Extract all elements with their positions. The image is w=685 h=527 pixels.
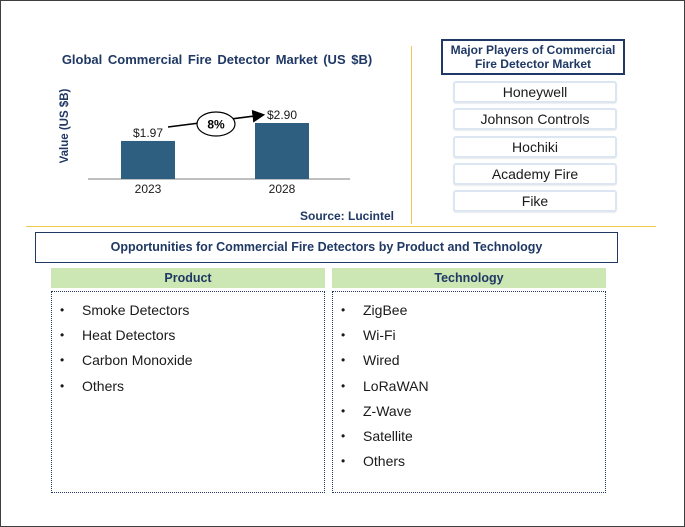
list-item: • Z-Wave <box>333 401 429 426</box>
bar-2028 <box>255 123 309 179</box>
list-item: • Heat Detectors <box>52 325 193 350</box>
y-axis-label: Value (US $B) <box>59 88 71 163</box>
list-item: • Smoke Detectors <box>52 300 193 325</box>
horizontal-divider <box>26 226 656 227</box>
list-item: • Wi-Fi <box>333 325 429 350</box>
players-list: Honeywell Johnson Controls Hochiki Acade… <box>453 81 617 217</box>
technology-label: ZigBee <box>363 302 408 318</box>
source-note: Source: Lucintel <box>300 209 395 223</box>
data-label: $1.97 <box>133 126 163 140</box>
data-label: $2.90 <box>267 108 297 122</box>
bullet: • <box>341 353 346 368</box>
technology-label: LoRaWAN <box>363 377 429 394</box>
technology-header: Technology <box>332 268 606 288</box>
bullet: • <box>341 428 346 443</box>
list-item: • ZigBee <box>333 300 429 325</box>
player-item: Honeywell <box>453 81 617 103</box>
bar-2023 <box>121 140 175 179</box>
player-item: Hochiki <box>453 135 617 158</box>
bullet: • <box>341 378 346 393</box>
bullet: • <box>60 353 65 368</box>
list-item: • Others <box>52 376 193 401</box>
x-tick-label: 2028 <box>269 182 296 196</box>
player-item: Academy Fire <box>453 162 617 185</box>
technology-label: Others <box>363 453 406 470</box>
product-label: Carbon Monoxide <box>82 352 193 369</box>
technology-label: Wi-Fi <box>363 327 396 344</box>
list-item: • LoRaWAN <box>333 376 429 401</box>
player-item: Fike <box>453 190 617 213</box>
bar-chart: Value (US $B) 2023 2028 $1.97 $2.90 8% <box>59 88 350 196</box>
bullet: • <box>60 303 65 317</box>
product-list: • Smoke Detectors • Heat Detectors • Carbon… <box>52 300 193 401</box>
players-title: Major Players of Commercial Fire Detecto… <box>441 39 625 75</box>
bullet: • <box>341 403 346 418</box>
technology-label: Satellite <box>363 427 413 444</box>
opportunities-title: Opportunities for Commercial Fire Detect… <box>35 232 618 263</box>
bullet: • <box>60 328 65 343</box>
list-item: • Others <box>333 451 429 476</box>
vertical-divider <box>411 46 412 224</box>
technology-label: Z-Wave <box>363 402 412 419</box>
cagr-ellipse <box>196 111 236 137</box>
technology-box: • ZigBee • Wi-Fi • Wired • LoRaWAN • Z-Wave •… <box>332 291 606 493</box>
list-item: • Carbon Monoxide <box>52 350 193 375</box>
x-tick-label: 2023 <box>135 182 162 196</box>
bullet: • <box>341 328 346 343</box>
product-label: Heat Detectors <box>82 327 176 344</box>
bullet: • <box>341 303 346 317</box>
cagr-label: 8% <box>207 118 225 132</box>
product-label: Others <box>82 377 125 394</box>
technology-label: Wired <box>363 352 400 369</box>
chart-title: Global Commercial Fire Detector Market (… <box>61 52 373 67</box>
player-item: Johnson Controls <box>453 108 617 131</box>
product-label: Smoke Detectors <box>82 302 190 318</box>
technology-list: • ZigBee • Wi-Fi • Wired • LoRaWAN • Z-Wave •… <box>333 300 429 476</box>
list-item: • Satellite <box>333 426 429 451</box>
product-header: Product <box>51 268 325 288</box>
product-box: • Smoke Detectors • Heat Detectors • Carbon… <box>51 291 325 493</box>
bullet: • <box>60 378 65 393</box>
list-item: • Wired <box>333 350 429 375</box>
bullet: • <box>341 454 346 469</box>
